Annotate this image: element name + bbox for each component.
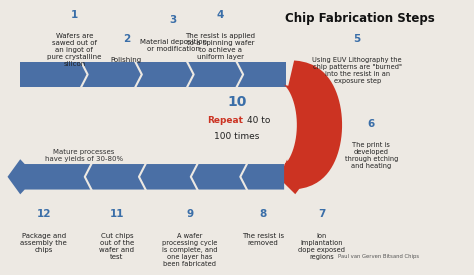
Text: A wafer
processing cycle
is complete, and
one layer has
been fabricated: A wafer processing cycle is complete, an… [162,233,218,266]
Text: 9: 9 [186,209,193,219]
Polygon shape [8,159,284,194]
Text: 12: 12 [36,209,51,219]
Text: 11: 11 [109,209,124,219]
Text: Wafers are
sawed out of
an ingot of
pure crystalline
silicon: Wafers are sawed out of an ingot of pure… [47,33,101,67]
Text: 10: 10 [228,95,246,109]
Text: 5: 5 [354,34,361,44]
Text: 4: 4 [217,10,224,20]
Polygon shape [20,62,286,87]
Text: 1: 1 [71,10,78,20]
Text: Cut chips
out of the
wafer and
test: Cut chips out of the wafer and test [100,233,134,260]
Text: 100 times: 100 times [214,133,260,141]
Text: Polishing: Polishing [111,57,142,63]
Text: Repeat: Repeat [207,117,243,125]
Text: Package and
assembly the
chips: Package and assembly the chips [20,233,67,253]
Polygon shape [279,60,342,194]
Text: Chip Fabrication Steps: Chip Fabrication Steps [285,12,434,25]
Text: Using EUV Lithography the
chip patterns are "burned"
into the resist in an
expos: Using EUV Lithography the chip patterns … [312,57,402,84]
Text: 7: 7 [318,209,326,219]
Text: The print is
developed
through etching
and heating: The print is developed through etching a… [345,142,398,169]
Text: 6: 6 [368,119,375,129]
Text: Paul van Gerven Bitsand Chips: Paul van Gerven Bitsand Chips [338,254,419,259]
Text: 2: 2 [123,34,130,44]
Text: 8: 8 [259,209,266,219]
Text: 3: 3 [170,15,177,25]
Text: 40 to: 40 to [246,117,270,125]
Text: Mature processes
have yields of 30-80%: Mature processes have yields of 30-80% [45,149,123,162]
Text: The resist is applied
to a spinning wafer
to achieve a
uniform layer: The resist is applied to a spinning wafe… [185,33,255,60]
Text: Material deposition
or modification: Material deposition or modification [140,39,207,52]
Text: The resist is
removed: The resist is removed [242,233,284,246]
Text: Ion
Implantation
dope exposed
regions: Ion Implantation dope exposed regions [298,233,346,260]
